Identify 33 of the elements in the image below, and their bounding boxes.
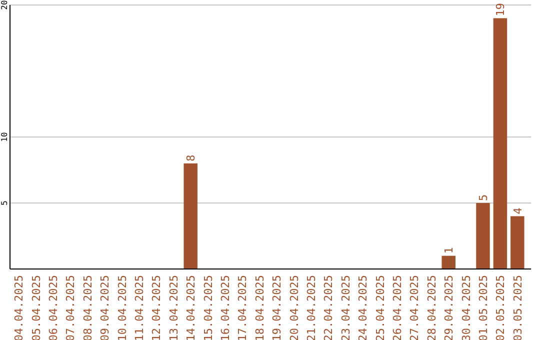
x-tick-label: 28.04.2025: [425, 275, 438, 340]
x-tick-label: 11.04.2025: [133, 275, 146, 340]
x-tick-label: 19.04.2025: [270, 275, 284, 340]
bar: [493, 18, 508, 269]
x-tick-label: 16.04.2025: [219, 275, 232, 340]
data-label: 5: [477, 194, 490, 201]
bar: [442, 256, 456, 269]
x-tick-label: 23.04.2025: [339, 275, 352, 340]
x-tick-label: 13.04.2025: [167, 275, 180, 340]
x-tick-label: 29.04.2025: [442, 275, 456, 340]
y-tick-label: 5: [0, 200, 9, 206]
y-tick-label: 20: [0, 0, 9, 10]
data-label: 1: [442, 247, 456, 254]
x-tick-label: 18.04.2025: [253, 275, 266, 340]
data-label: 19: [494, 2, 508, 16]
x-tick-label: 15.04.2025: [202, 275, 215, 340]
x-tick-label: 21.04.2025: [305, 275, 318, 340]
x-tick-label: 26.04.2025: [391, 275, 404, 340]
bar: [476, 203, 490, 269]
x-tick-label: 27.04.2025: [408, 275, 422, 340]
x-tick-label: 12.04.2025: [150, 275, 164, 340]
x-tick-label: 20.04.2025: [288, 275, 301, 340]
x-tick-label: 14.04.2025: [184, 275, 198, 340]
x-tick-label: 25.04.2025: [374, 275, 387, 340]
data-label: 4: [511, 207, 524, 214]
bar: [510, 216, 524, 269]
y-tick-label: 10: [0, 132, 9, 142]
data-label: 8: [184, 154, 198, 162]
x-tick-label: 22.04.2025: [322, 275, 336, 340]
bar: [184, 163, 198, 269]
x-tick-label: 10.04.2025: [116, 275, 129, 340]
x-tick-label: 24.04.2025: [356, 275, 370, 340]
x-tick-label: 17.04.2025: [236, 275, 250, 340]
